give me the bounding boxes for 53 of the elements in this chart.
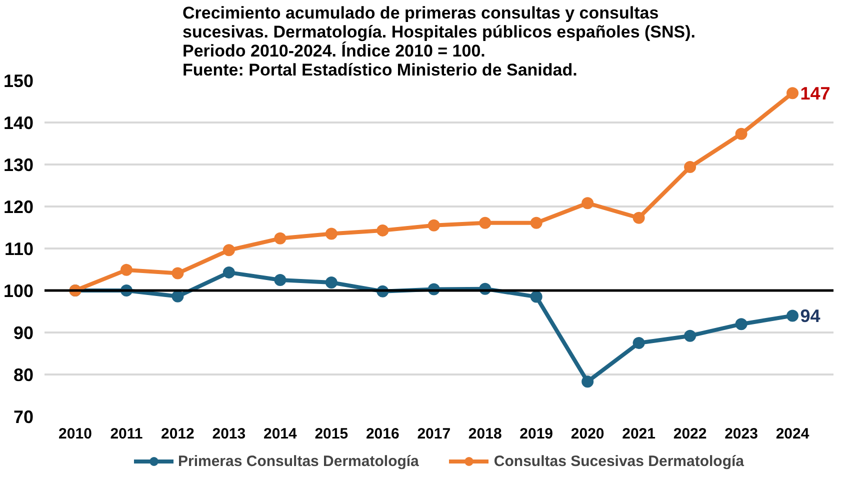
point bbox=[530, 290, 542, 303]
point bbox=[786, 310, 799, 322]
point bbox=[428, 219, 440, 232]
legend-label: Consultas Sucesivas Dermatología bbox=[494, 452, 744, 470]
point bbox=[684, 330, 696, 342]
y-tick-label: 80 bbox=[13, 365, 34, 385]
x-tick-label: 2010 bbox=[58, 426, 92, 442]
point bbox=[632, 212, 645, 224]
x-tick-label: 2018 bbox=[468, 426, 502, 442]
data-label: 147 bbox=[800, 84, 830, 104]
data-label: 94 bbox=[800, 306, 820, 326]
point bbox=[274, 274, 286, 286]
point bbox=[325, 276, 338, 289]
y-tick-label: 90 bbox=[13, 323, 34, 343]
x-tick-label: 2014 bbox=[263, 426, 298, 442]
y-tick-label: 150 bbox=[3, 71, 34, 91]
y-tick-label: 70 bbox=[13, 407, 34, 427]
point bbox=[530, 216, 542, 229]
x-tick-label: 2023 bbox=[724, 426, 758, 442]
x-tick-label: 2019 bbox=[520, 426, 554, 442]
point bbox=[120, 264, 132, 276]
y-tick-label: 120 bbox=[3, 197, 34, 217]
x-tick-label: 2020 bbox=[570, 426, 604, 442]
point bbox=[222, 244, 235, 256]
x-tick-label: 2011 bbox=[110, 426, 143, 442]
legend-label: Primeras Consultas Dermatología bbox=[178, 452, 419, 470]
x-tick-label: 2016 bbox=[366, 426, 400, 442]
chart-title: Crecimiento acumulado de primeras consultas y consultas sucesivas. Dermatología. Hospitales públicos españoles (SNS). Periodo 2010-2024. Índice 2010 = 100. Fuente: Portal Estadístico Ministerio de Sanidad. bbox=[182, 4, 696, 80]
point bbox=[172, 290, 184, 302]
point bbox=[274, 232, 286, 244]
y-tick-label: 100 bbox=[3, 281, 34, 301]
x-tick-label: 2012 bbox=[161, 426, 194, 442]
y-tick-label: 140 bbox=[3, 113, 34, 133]
x-tick-label: 2022 bbox=[673, 426, 707, 442]
point bbox=[735, 318, 748, 330]
point bbox=[222, 266, 235, 278]
x-tick-label: 2021 bbox=[622, 426, 656, 442]
point bbox=[172, 267, 184, 280]
point bbox=[325, 228, 338, 240]
point bbox=[582, 197, 594, 210]
point bbox=[582, 376, 594, 388]
point bbox=[479, 216, 492, 229]
x-tick-label: 2024 bbox=[776, 426, 810, 442]
point bbox=[376, 224, 389, 236]
point bbox=[735, 128, 748, 140]
y-tick-label: 110 bbox=[4, 239, 34, 259]
x-tick-label: 2015 bbox=[314, 426, 348, 442]
y-tick-label: 130 bbox=[3, 155, 34, 175]
point bbox=[684, 161, 696, 174]
x-tick-label: 2017 bbox=[417, 426, 451, 442]
point bbox=[632, 337, 645, 349]
point bbox=[786, 87, 799, 100]
x-tick-label: 2013 bbox=[212, 426, 246, 442]
